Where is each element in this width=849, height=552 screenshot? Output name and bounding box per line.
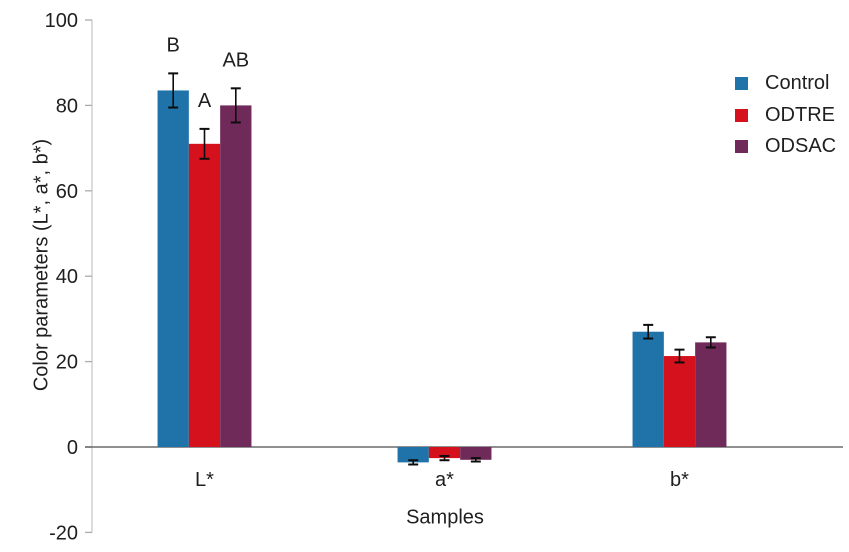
legend-swatch	[735, 140, 748, 154]
legend-item-control: Control	[735, 68, 836, 100]
significance-letter: B	[167, 34, 180, 56]
legend-label: ODTRE	[765, 103, 835, 126]
y-tick-label: 40	[56, 266, 78, 288]
y-tick-label: 100	[45, 10, 78, 32]
bar-control-a	[397, 447, 429, 463]
bar-odtre-l	[188, 143, 221, 447]
y-tick-label: 0	[67, 437, 78, 459]
legend-swatch	[735, 108, 748, 122]
x-tick-label: a*	[435, 469, 454, 491]
legend-item-odtre: ODTRE	[735, 100, 836, 132]
x-axis-title: Samples	[406, 506, 484, 529]
bar-odsac-a	[460, 447, 492, 460]
bar-control-l	[157, 90, 189, 447]
y-tick-label: 80	[56, 95, 78, 117]
bar-control-b	[632, 331, 664, 447]
bar-odtre-b	[663, 356, 696, 447]
legend-label: Control	[765, 72, 830, 95]
bar-odsac-b	[695, 342, 727, 447]
x-tick-label: b*	[670, 469, 689, 491]
legend-label: ODSAC	[765, 135, 837, 158]
bar-odsac-l	[220, 105, 252, 448]
y-tick-label: 60	[56, 181, 78, 203]
y-tick-label: -20	[49, 522, 78, 544]
significance-letter: AB	[222, 49, 249, 71]
y-tick-label: 20	[56, 352, 78, 374]
legend: Control ODTRE ODSAC	[735, 68, 836, 163]
y-axis-title: Color parameters (L*, a*, b*)	[30, 138, 53, 392]
legend-swatch	[735, 77, 748, 91]
x-tick-label: L*	[195, 469, 214, 491]
bar-odtre-a	[428, 447, 461, 459]
legend-item-odsac: ODSAC	[735, 131, 836, 163]
significance-letter: A	[198, 90, 212, 112]
